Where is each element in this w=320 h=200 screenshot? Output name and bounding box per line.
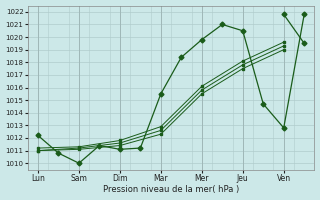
X-axis label: Pression niveau de la mer( hPa ): Pression niveau de la mer( hPa ) [103, 185, 239, 194]
